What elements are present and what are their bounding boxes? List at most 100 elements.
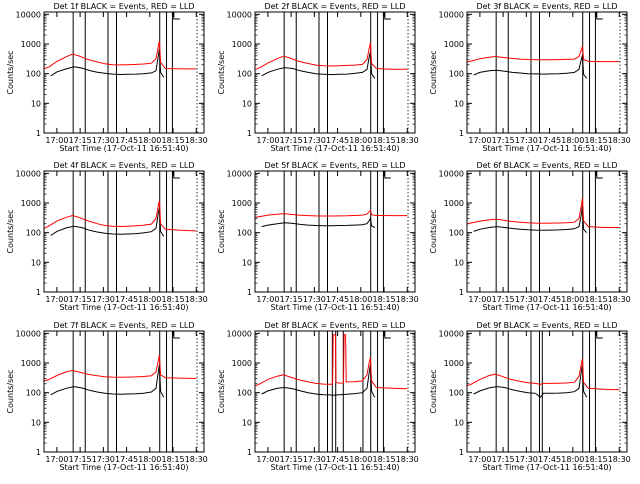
panel-7: Det 7f BLACK = Events, RED = LLD 1 10 100 10… bbox=[6, 321, 208, 472]
x-tick-label: 17:15 bbox=[280, 455, 303, 464]
x-tick-label: 18:00 bbox=[138, 295, 161, 304]
y-tick-label: 10000 bbox=[16, 169, 41, 178]
x-tick-label: 18:00 bbox=[138, 136, 161, 145]
x-tick-label: 17:30 bbox=[515, 295, 538, 304]
y-tick-label: 1000 bbox=[444, 359, 464, 368]
y-tick-label: 10 bbox=[31, 258, 41, 267]
panel-2: Det 2f BLACK = Events, RED = LLD 1 10 100 10… bbox=[217, 2, 419, 153]
step-marker bbox=[596, 171, 603, 179]
y-tick-label: 100 bbox=[449, 70, 464, 79]
x-tick-label: 18:30 bbox=[185, 136, 208, 145]
y-tick-label: 10000 bbox=[439, 169, 464, 178]
x-tick-label: 17:15 bbox=[280, 136, 303, 145]
y-axis-title: Counts/sec bbox=[6, 209, 15, 253]
y-axis-title: Counts/sec bbox=[6, 50, 15, 94]
panel-title: Det 4f BLACK = Events, RED = LLD bbox=[53, 161, 194, 170]
step-marker bbox=[596, 12, 603, 20]
plot-frame bbox=[254, 330, 416, 453]
x-tick-label: 17:00 bbox=[468, 136, 491, 145]
x-tick-label: 18:00 bbox=[349, 295, 372, 304]
panel-1: Det 1f BLACK = Events, RED = LLD 1 10 100 10… bbox=[6, 2, 208, 153]
x-tick-label: 18:15 bbox=[373, 136, 396, 145]
step-marker bbox=[596, 331, 603, 339]
y-tick-label: 100 bbox=[237, 389, 252, 398]
y-tick-label: 10000 bbox=[227, 10, 252, 19]
x-tick-label: 17:00 bbox=[45, 295, 68, 304]
y-tick-label: 1 bbox=[247, 448, 252, 457]
x-tick-label: 17:30 bbox=[92, 455, 115, 464]
x-tick-label: 18:30 bbox=[396, 136, 419, 145]
x-tick-label: 17:45 bbox=[326, 295, 349, 304]
series-line-events bbox=[261, 217, 375, 228]
x-tick-label: 17:30 bbox=[303, 455, 326, 464]
y-tick-label: 1 bbox=[36, 448, 41, 457]
series-line-events bbox=[473, 365, 588, 399]
y-tick-label: 1000 bbox=[444, 40, 464, 49]
series-line-events bbox=[50, 48, 165, 78]
series-line-lld bbox=[44, 355, 197, 382]
x-tick-label: 18:15 bbox=[162, 295, 185, 304]
x-axis-title: Start Time (17-Oct-11 16:51:40) bbox=[482, 463, 611, 472]
x-tick-label: 18:30 bbox=[608, 136, 631, 145]
series-line-lld bbox=[467, 197, 620, 228]
x-axis-title: Start Time (17-Oct-11 16:51:40) bbox=[59, 463, 188, 472]
y-tick-label: 1 bbox=[247, 129, 252, 138]
y-tick-label: 100 bbox=[449, 389, 464, 398]
series-line-events bbox=[261, 51, 376, 79]
x-tick-label: 17:45 bbox=[326, 455, 349, 464]
y-tick-label: 1000 bbox=[21, 199, 41, 208]
series-line-lld bbox=[467, 358, 620, 391]
x-axis-title: Start Time (17-Oct-11 16:51:40) bbox=[482, 303, 611, 312]
x-tick-label: 18:15 bbox=[585, 455, 608, 464]
panel-title: Det 7f BLACK = Events, RED = LLD bbox=[53, 321, 194, 330]
panel-title: Det 9f BLACK = Events, RED = LLD bbox=[476, 321, 617, 330]
x-tick-label: 17:45 bbox=[538, 136, 561, 145]
x-tick-label: 18:00 bbox=[561, 136, 584, 145]
plot-frame bbox=[43, 330, 205, 453]
x-tick-label: 17:15 bbox=[492, 136, 515, 145]
step-marker bbox=[384, 171, 391, 179]
y-tick-label: 1000 bbox=[232, 199, 252, 208]
y-axis-title: Counts/sec bbox=[429, 209, 438, 253]
series-line-lld bbox=[255, 209, 408, 218]
x-tick-label: 17:00 bbox=[256, 136, 279, 145]
y-tick-label: 1000 bbox=[21, 40, 41, 49]
y-tick-label: 1000 bbox=[232, 40, 252, 49]
series-line-events bbox=[50, 207, 165, 237]
x-tick-label: 18:30 bbox=[396, 455, 419, 464]
x-axis-title: Start Time (17-Oct-11 16:51:40) bbox=[270, 144, 399, 153]
plot-frame bbox=[43, 11, 205, 134]
y-axis-title: Counts/sec bbox=[6, 369, 15, 413]
y-tick-label: 10 bbox=[454, 99, 464, 108]
y-tick-label: 100 bbox=[26, 389, 41, 398]
x-tick-label: 18:15 bbox=[162, 136, 185, 145]
series-line-lld bbox=[255, 42, 408, 70]
x-tick-label: 18:00 bbox=[349, 136, 372, 145]
y-tick-label: 10 bbox=[454, 418, 464, 427]
panel-9: Det 9f BLACK = Events, RED = LLD 1 10 100 10… bbox=[429, 321, 631, 472]
y-axis-title: Counts/sec bbox=[217, 209, 226, 253]
y-tick-label: 1 bbox=[36, 288, 41, 297]
y-tick-label: 10000 bbox=[439, 329, 464, 338]
y-tick-label: 10 bbox=[242, 418, 252, 427]
x-tick-label: 17:00 bbox=[45, 136, 68, 145]
x-tick-label: 17:15 bbox=[69, 455, 92, 464]
x-axis-title: Start Time (17-Oct-11 16:51:40) bbox=[482, 144, 611, 153]
y-tick-label: 1 bbox=[459, 288, 464, 297]
panel-title: Det 6f BLACK = Events, RED = LLD bbox=[476, 161, 617, 170]
x-tick-label: 18:30 bbox=[608, 295, 631, 304]
plot-frame bbox=[254, 170, 416, 293]
y-tick-label: 100 bbox=[449, 229, 464, 238]
x-tick-label: 17:15 bbox=[492, 455, 515, 464]
y-tick-label: 100 bbox=[26, 70, 41, 79]
plot-frame bbox=[254, 11, 416, 134]
x-tick-label: 17:00 bbox=[256, 455, 279, 464]
x-tick-label: 17:00 bbox=[45, 455, 68, 464]
series-line-events bbox=[473, 55, 588, 79]
x-tick-label: 17:00 bbox=[256, 295, 279, 304]
y-tick-label: 1 bbox=[459, 448, 464, 457]
panel-6: Det 6f BLACK = Events, RED = LLD 1 10 100 10… bbox=[429, 161, 631, 312]
panel-title: Det 1f BLACK = Events, RED = LLD bbox=[53, 2, 194, 11]
plot-frame bbox=[466, 330, 628, 453]
plot-frame bbox=[466, 11, 628, 134]
